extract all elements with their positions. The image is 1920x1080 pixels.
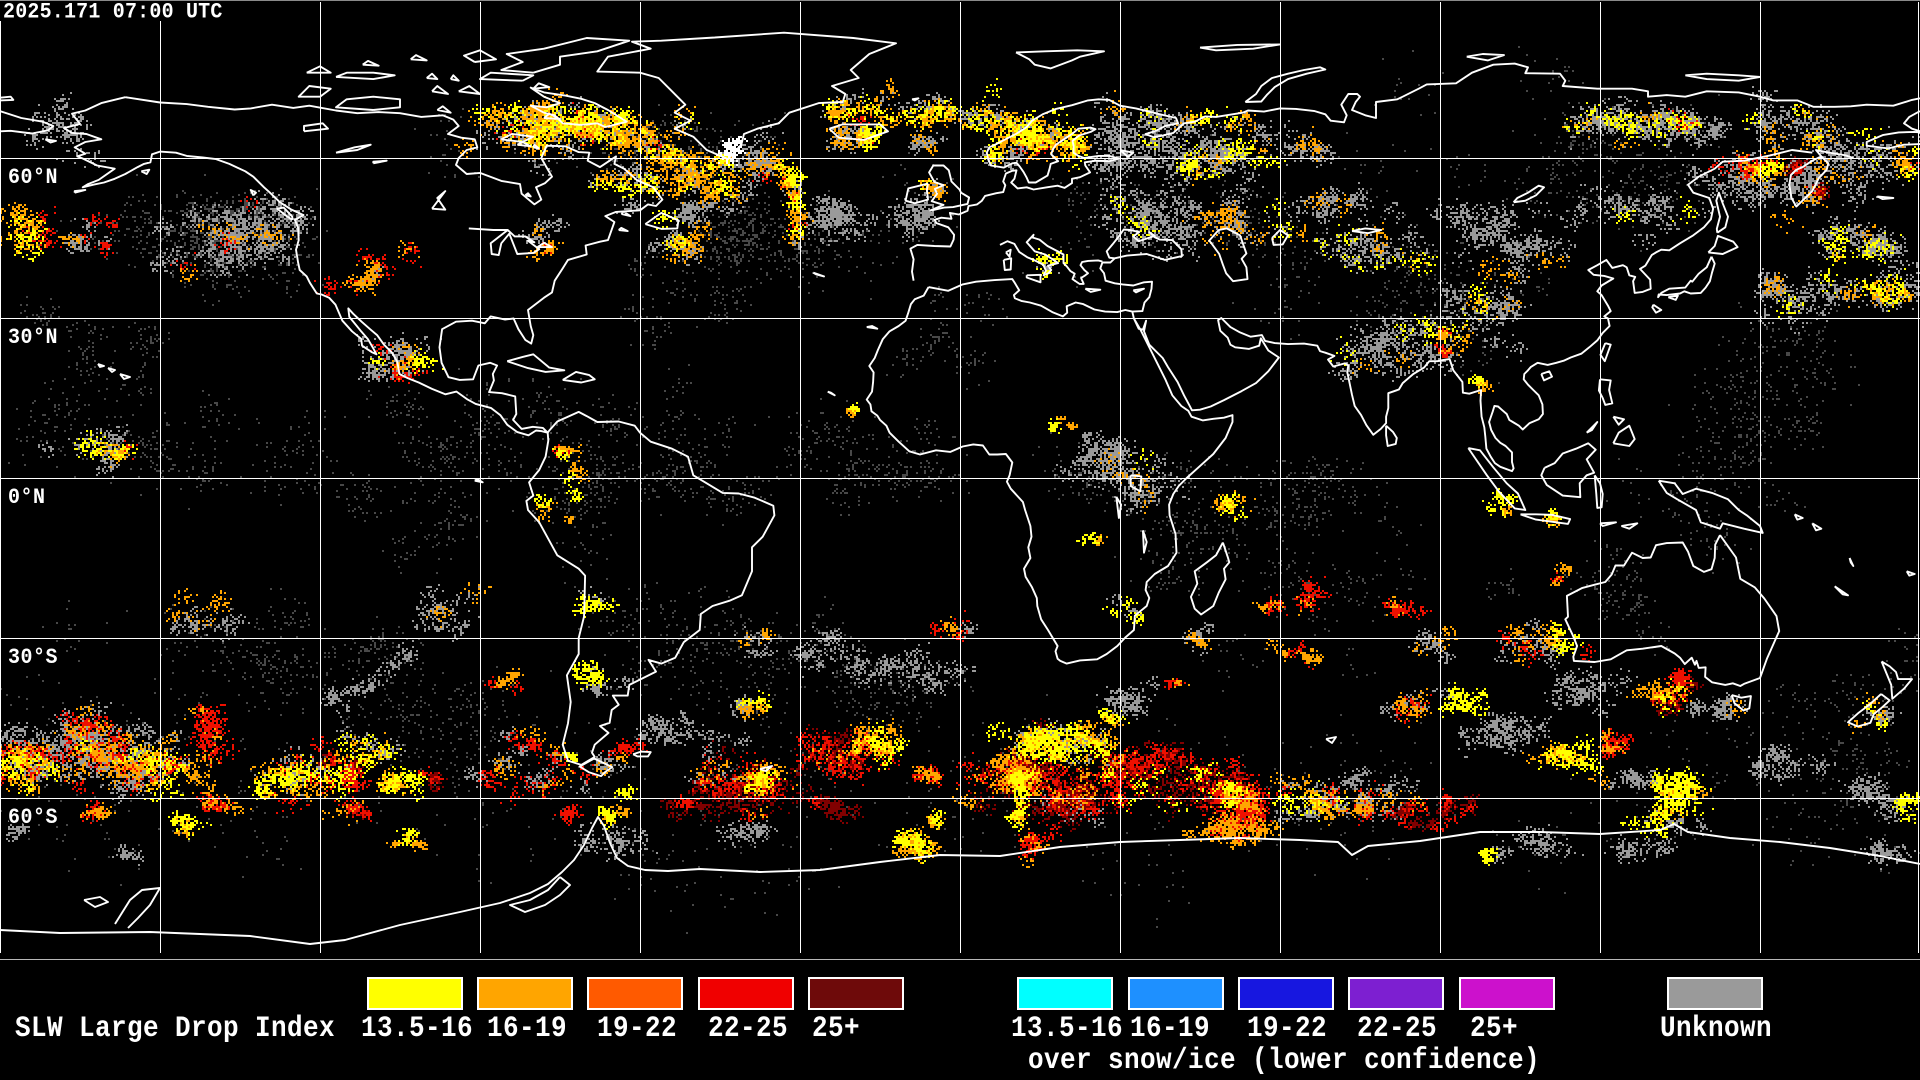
svg-text:30°S: 30°S [8, 645, 58, 670]
svg-text:19-22: 19-22 [1247, 1013, 1327, 1046]
svg-text:16-19: 16-19 [1130, 1013, 1210, 1046]
svg-text:over snow/ice (lower confidenc: over snow/ice (lower confidence) [1028, 1045, 1540, 1078]
svg-text:13.5-16: 13.5-16 [361, 1013, 473, 1046]
svg-text:25+: 25+ [1470, 1013, 1518, 1046]
svg-text:25+: 25+ [812, 1013, 860, 1046]
svg-text:Unknown: Unknown [1660, 1013, 1772, 1046]
svg-text:0°N: 0°N [8, 485, 45, 510]
svg-text:13.5-16: 13.5-16 [1011, 1013, 1123, 1046]
svg-text:30°N: 30°N [8, 325, 58, 350]
svg-text:22-25: 22-25 [1357, 1013, 1437, 1046]
svg-text:60°N: 60°N [8, 165, 58, 190]
svg-text:2025.171 07:00 UTC: 2025.171 07:00 UTC [3, 1, 223, 25]
svg-text:16-19: 16-19 [487, 1013, 567, 1046]
svg-text:22-25: 22-25 [708, 1013, 788, 1046]
svg-text:SLW Large Drop Index: SLW Large Drop Index [15, 1013, 335, 1046]
svg-text:19-22: 19-22 [597, 1013, 677, 1046]
svg-text:60°S: 60°S [8, 805, 58, 830]
